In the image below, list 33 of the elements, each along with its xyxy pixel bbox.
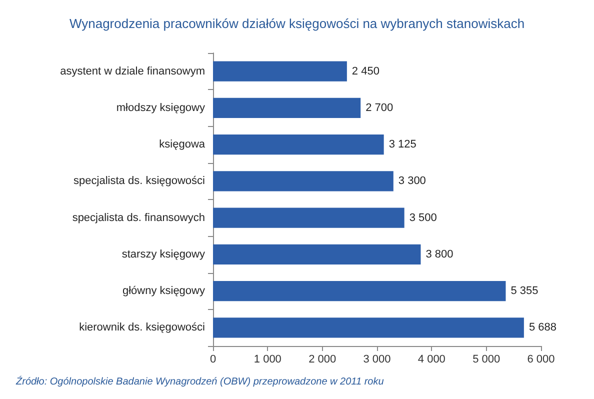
y-tick-label: młodszy księgowy	[116, 102, 206, 114]
y-tick-label: księgowa	[159, 138, 206, 151]
x-tick-label: 5 000	[472, 354, 500, 366]
bar	[213, 208, 404, 228]
bar	[213, 134, 384, 155]
x-tick-label: 2 000	[308, 354, 336, 366]
x-tick-label: 0	[210, 354, 216, 366]
x-tick-label: 6 000	[527, 354, 555, 366]
text: Źródło: Ogólnopolskie Badanie Wynagrodzeń (OBW) przeprowadzone w 2011 roku	[15, 376, 384, 388]
y-tick-label: specjalista ds. finansowych	[72, 212, 205, 224]
data-label: 2 700	[366, 102, 394, 114]
bar	[213, 280, 506, 302]
bar	[213, 98, 361, 118]
data-label: 5 688	[528, 322, 556, 334]
y-tick-label: główny księgowy	[122, 285, 206, 298]
y-tick-label: asystent w dziale finansowym	[60, 65, 205, 78]
y-tick-label: specjalista ds. księgowości	[74, 175, 205, 188]
data-label: 2 450	[352, 65, 380, 78]
data-label: 5 355	[510, 285, 538, 298]
chart-title: Wynagrodzenia pracowników działów księgowości na wybranych stanowiskach	[69, 16, 525, 31]
y-tick-label: kierownik ds. księgowości	[79, 322, 205, 334]
x-tick-label: 4 000	[418, 354, 446, 366]
bar	[213, 171, 394, 192]
data-label: 3 800	[426, 248, 454, 260]
bar	[213, 244, 421, 265]
data-label: 3 125	[388, 138, 416, 151]
y-tick-label: starszy księgowy	[122, 248, 206, 260]
x-tick-label: 3 000	[363, 354, 391, 366]
bar	[213, 61, 347, 82]
x-tick-label: 1 000	[254, 354, 282, 366]
bar	[213, 318, 524, 338]
data-label: 3 300	[398, 175, 426, 188]
data-label: 3 500	[409, 212, 437, 224]
